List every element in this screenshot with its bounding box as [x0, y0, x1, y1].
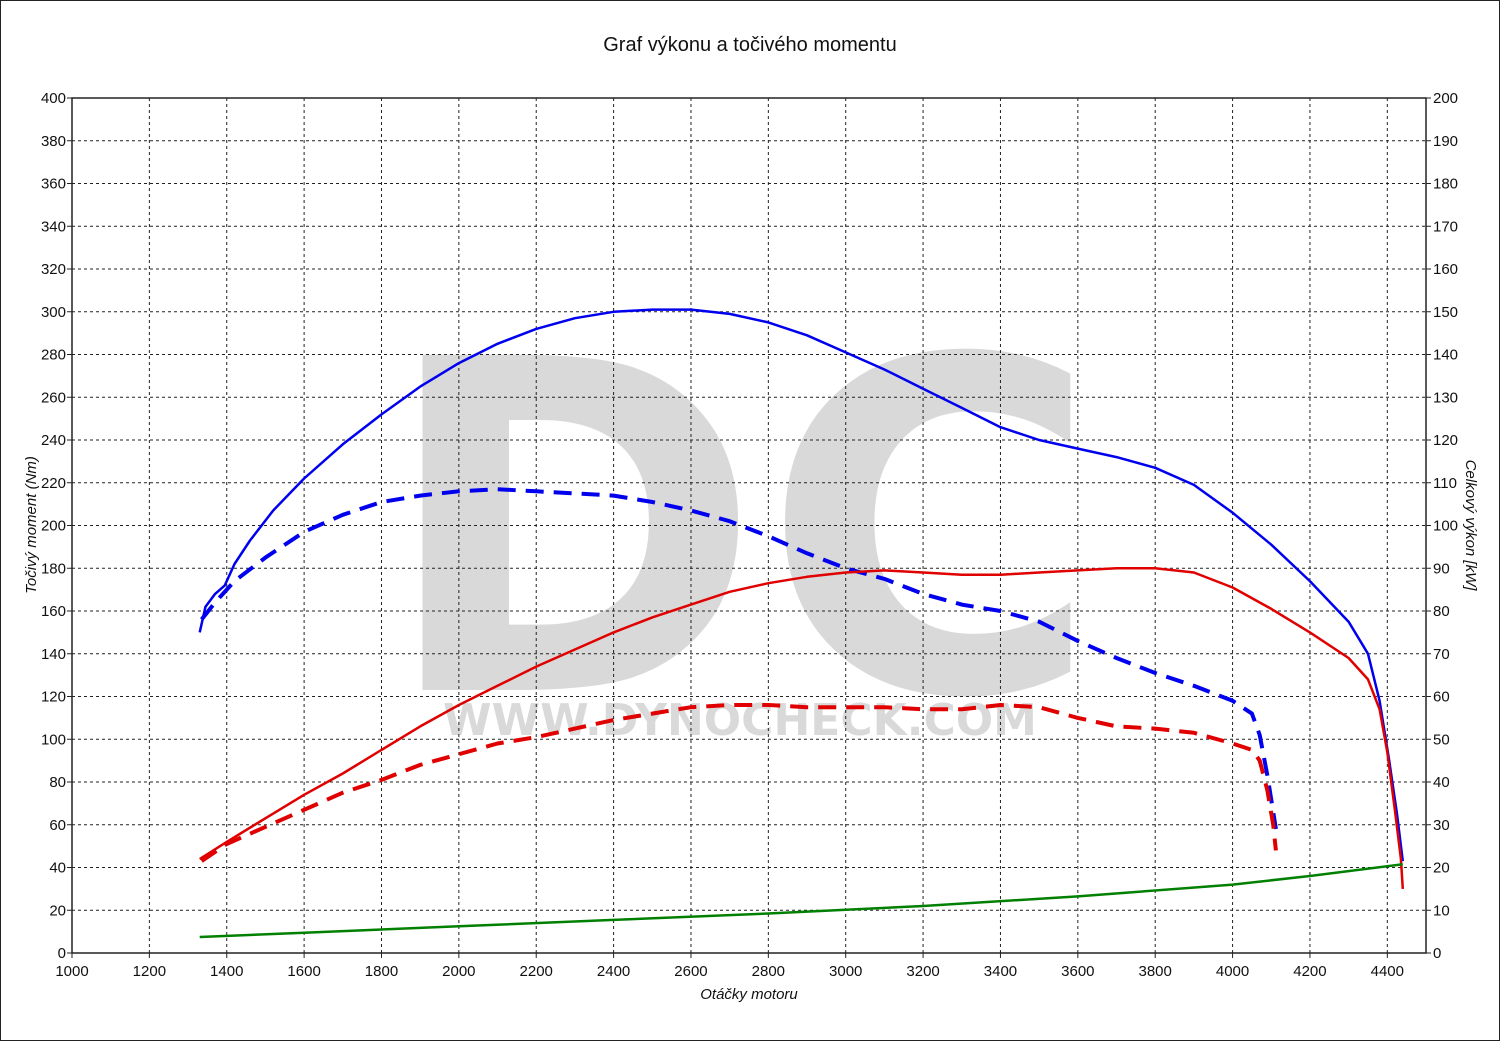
y-left-tick-label: 60 [49, 817, 66, 834]
y-left-tick-label: 0 [58, 945, 66, 962]
watermark-url: WWW.DYNOCHECK.COM [443, 695, 1037, 746]
x-tick-label: 1400 [210, 963, 243, 980]
y-axis-left: 0 20 40 60 80 100 120 140 160 180 200 220 240 260 280 3… [41, 90, 72, 962]
y-right-tick-label: 20 [1433, 860, 1450, 877]
x-tick-label: 1800 [365, 963, 398, 980]
y-left-tick-label: 140 [41, 646, 66, 663]
series-line-power-tuned [199, 567, 1405, 889]
series-group [198, 308, 1405, 939]
x-tick-label: 4000 [1216, 963, 1249, 980]
watermark-logo: DC [380, 264, 1099, 799]
y-right-tick-label: 120 [1433, 432, 1458, 449]
series-line-torque-stock [200, 487, 1278, 830]
x-tick-label: 2400 [597, 963, 630, 980]
x-axis-label: Otáčky motoru [700, 986, 798, 1003]
series-line-power-stock [200, 703, 1278, 863]
x-tick-label: 2600 [674, 963, 707, 980]
y-left-tick-label: 280 [41, 347, 66, 364]
y-right-tick-label: 90 [1433, 560, 1450, 577]
y-left-tick-label: 360 [41, 176, 66, 193]
series-line-torque-tuned [198, 308, 1405, 862]
y-right-tick-label: 80 [1433, 603, 1450, 620]
x-tick-label: 1200 [133, 963, 166, 980]
y-left-tick-label: 40 [49, 860, 66, 877]
y-left-tick-label: 400 [41, 90, 66, 107]
y-right-tick-label: 50 [1433, 731, 1450, 748]
y-left-tick-label: 220 [41, 475, 66, 492]
y-left-tick-label: 120 [41, 689, 66, 706]
y-left-tick-label: 240 [41, 432, 66, 449]
x-tick-label: 2000 [442, 963, 475, 980]
y-right-tick-label: 200 [1433, 90, 1458, 107]
y-left-tick-label: 380 [41, 133, 66, 150]
x-tick-label: 3400 [984, 963, 1017, 980]
y-right-tick-label: 140 [1433, 347, 1458, 364]
y-right-tick-label: 10 [1433, 902, 1450, 919]
y-axis-right: 0 10 20 30 40 50 60 70 80 90 100 110 120 130 140 150 160… [1426, 90, 1458, 962]
y-left-tick-label: 100 [41, 731, 66, 748]
y-left-tick-label: 20 [49, 902, 66, 919]
x-tick-label: 3800 [1139, 963, 1172, 980]
y-right-tick-label: 130 [1433, 389, 1458, 406]
y-right-tick-label: 160 [1433, 261, 1458, 278]
y-right-tick-label: 30 [1433, 817, 1450, 834]
x-tick-label: 1600 [287, 963, 320, 980]
y-left-tick-label: 300 [41, 304, 66, 321]
x-axis: 1000 1200 1400 1600 1800 2000 2200 2400 2600 2800… [55, 953, 1404, 980]
y-right-tick-label: 70 [1433, 646, 1450, 663]
y-left-tick-label: 160 [41, 603, 66, 620]
x-tick-label: 3600 [1061, 963, 1094, 980]
y-right-tick-label: 190 [1433, 133, 1458, 150]
y-right-tick-label: 0 [1433, 945, 1441, 962]
y-left-tick-label: 180 [41, 560, 66, 577]
y-right-tick-label: 40 [1433, 774, 1450, 791]
x-tick-label: 3200 [906, 963, 939, 980]
y-left-tick-label: 260 [41, 389, 66, 406]
x-tick-label: 1000 [55, 963, 88, 980]
x-tick-label: 4200 [1293, 963, 1326, 980]
y-right-tick-label: 60 [1433, 689, 1450, 706]
x-tick-label: 4400 [1371, 963, 1404, 980]
y-right-tick-label: 150 [1433, 304, 1458, 321]
y-axis-left-label: Točivý moment (Nm) [23, 456, 40, 594]
x-tick-label: 3000 [829, 963, 862, 980]
y-left-tick-label: 80 [49, 774, 66, 791]
y-left-tick-label: 320 [41, 261, 66, 278]
y-left-tick-label: 340 [41, 218, 66, 235]
y-left-tick-label: 200 [41, 518, 66, 535]
y-right-tick-label: 100 [1433, 518, 1458, 535]
y-right-tick-label: 170 [1433, 218, 1458, 235]
y-right-tick-label: 110 [1433, 475, 1457, 492]
y-axis-right-label: Celkový výkon [kW] [1462, 460, 1479, 592]
x-tick-label: 2800 [752, 963, 785, 980]
series-line-loss [199, 863, 1403, 939]
watermark: DC WWW.DYNOCHECK.COM [380, 264, 1099, 799]
x-tick-label: 2200 [520, 963, 553, 980]
chart-title: Graf výkonu a točivého momentu [603, 34, 897, 56]
y-right-tick-label: 180 [1433, 176, 1458, 193]
grid [72, 98, 1426, 953]
